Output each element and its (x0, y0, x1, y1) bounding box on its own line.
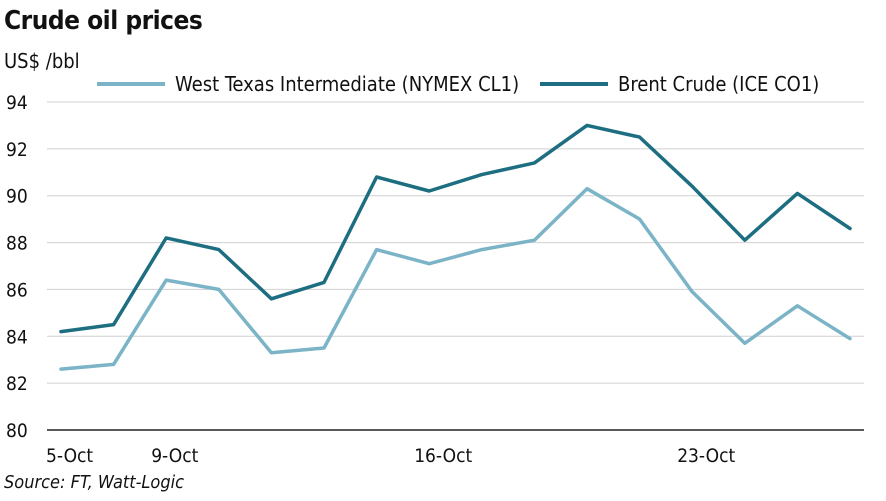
y-tick-label: 90 (6, 186, 28, 208)
x-tick-label: 23-Oct (677, 445, 735, 467)
y-tick-label: 84 (6, 326, 28, 348)
y-tick-label: 94 (6, 92, 28, 114)
legend-label-wti: West Texas Intermediate (NYMEX CL1) (175, 72, 520, 96)
y-tick-label: 88 (6, 233, 28, 255)
legend-item-wti: West Texas Intermediate (NYMEX CL1) (97, 72, 519, 96)
legend-swatch-brent (540, 82, 608, 86)
y-tick-label: 80 (6, 420, 28, 442)
x-tick-label: 5-Oct (46, 445, 93, 467)
series-line-brent (59, 123, 852, 334)
x-tick-label: 16-Oct (414, 445, 472, 467)
chart-title: Crude oil prices (4, 6, 203, 36)
series-line-wti (59, 186, 852, 371)
legend-label-brent: Brent Crude (ICE CO1) (618, 72, 820, 96)
x-tick-label: 9-Oct (151, 445, 198, 467)
y-tick-label: 92 (6, 139, 28, 161)
y-tick-label: 86 (6, 279, 28, 301)
y-axis-unit-label: US$ /bbl (4, 49, 80, 73)
y-tick-label: 82 (6, 373, 28, 395)
source-note: Source: FT, Watt-Logic (4, 472, 185, 493)
legend-swatch-wti (97, 82, 165, 86)
legend-item-brent: Brent Crude (ICE CO1) (540, 72, 819, 96)
